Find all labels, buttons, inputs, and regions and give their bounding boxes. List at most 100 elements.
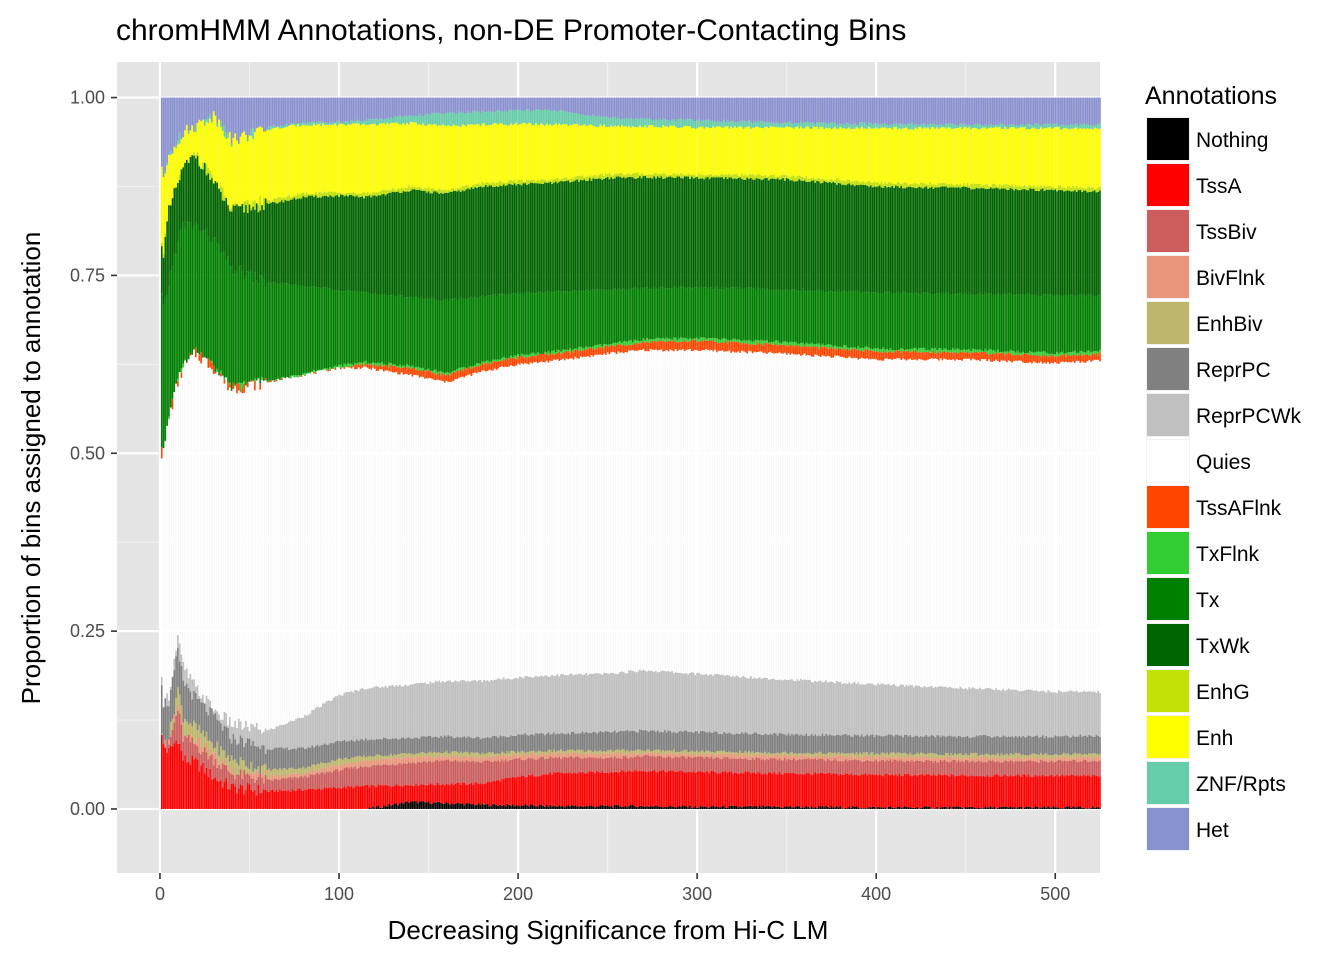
bar-segment (584, 806, 586, 809)
bar-segment (453, 188, 455, 191)
bar-segment (528, 292, 530, 355)
bar-segment (327, 123, 329, 125)
bar-segment (678, 758, 680, 772)
bar-segment (397, 758, 399, 765)
bar-segment (338, 197, 340, 291)
bar-segment (447, 784, 449, 803)
bar-stack (381, 98, 383, 809)
bar-segment (211, 742, 213, 754)
bar-segment (705, 349, 707, 674)
bar-segment (404, 739, 406, 753)
bar-segment (166, 426, 168, 694)
bar-segment (329, 123, 331, 124)
bar-segment (353, 758, 355, 763)
bar-segment (580, 674, 582, 733)
bar-segment (698, 179, 700, 288)
bar-stack (680, 98, 682, 809)
bar-segment (490, 183, 492, 185)
bar-segment (594, 175, 596, 179)
bar-segment (580, 733, 582, 750)
bar-segment (290, 376, 292, 379)
bar-stack (229, 98, 231, 809)
bar-segment (646, 98, 648, 119)
bar-segment (473, 125, 475, 185)
bar-segment (687, 807, 689, 809)
bar-segment (419, 367, 421, 370)
bar-stack (612, 98, 614, 809)
bar-segment (329, 125, 331, 192)
bar-segment (277, 126, 279, 127)
bar-segment (310, 767, 312, 772)
bar-stack (458, 98, 460, 809)
bar-segment (311, 287, 313, 372)
bar-segment (431, 804, 433, 809)
bar-segment (410, 191, 412, 297)
bar-segment (546, 675, 548, 733)
bar-segment (560, 292, 562, 352)
bar-segment (283, 98, 285, 127)
bar-segment (630, 345, 632, 351)
bar-segment (249, 731, 251, 739)
bar-segment (567, 292, 569, 350)
bar-segment (567, 351, 569, 359)
bar-segment (465, 126, 467, 184)
bar-segment (591, 754, 593, 758)
bar-segment (618, 174, 620, 177)
bar-segment (644, 772, 646, 807)
bar-segment (523, 756, 525, 760)
bar-segment (661, 174, 663, 176)
bar-segment (671, 751, 673, 753)
bar-segment (639, 730, 641, 750)
bar-segment (202, 120, 204, 162)
bar-segment (567, 350, 569, 351)
bar-segment (691, 128, 693, 175)
bar-segment (591, 771, 593, 805)
bar-segment (179, 694, 181, 708)
bar-segment (653, 770, 655, 806)
bar-segment (293, 375, 295, 377)
bar-segment (546, 181, 548, 183)
bar-segment (650, 671, 652, 730)
bar-segment (510, 735, 512, 751)
bar-segment (399, 803, 401, 809)
bar-segment (596, 177, 598, 179)
bar-segment (541, 292, 543, 353)
bar-segment (356, 98, 358, 120)
bar-segment (172, 409, 174, 677)
bar-segment (501, 759, 503, 779)
bar-segment (625, 126, 627, 175)
bar-segment (415, 123, 417, 188)
bar-segment (487, 187, 489, 296)
bar-segment (170, 687, 172, 690)
bar-segment (327, 197, 329, 288)
bar-segment (537, 292, 539, 352)
bar-segment (225, 98, 227, 133)
bar-segment (598, 772, 600, 807)
bar-segment (478, 737, 480, 753)
bar-segment (598, 115, 600, 126)
bar-segment (569, 112, 571, 124)
bar-segment (693, 351, 695, 673)
bar-segment (304, 769, 306, 773)
bar-segment (589, 178, 591, 291)
bar-segment (281, 380, 283, 725)
bar-segment (508, 358, 510, 366)
bar-segment (501, 806, 503, 809)
bar-segment (299, 777, 301, 788)
bar-segment (480, 680, 482, 739)
bar-stack (661, 98, 663, 809)
bar-segment (587, 752, 589, 757)
bar-segment (544, 126, 546, 180)
bar-segment (639, 289, 641, 341)
bar-segment (489, 296, 491, 362)
bar-segment (191, 98, 193, 126)
bar-segment (695, 98, 697, 122)
bar-segment (514, 736, 516, 752)
bar-segment (401, 193, 403, 295)
bar-segment (446, 751, 448, 757)
bar-segment (249, 98, 251, 136)
bar-segment (496, 186, 498, 296)
bar-segment (510, 358, 512, 365)
bar-segment (424, 682, 426, 736)
bar-segment (494, 761, 496, 782)
